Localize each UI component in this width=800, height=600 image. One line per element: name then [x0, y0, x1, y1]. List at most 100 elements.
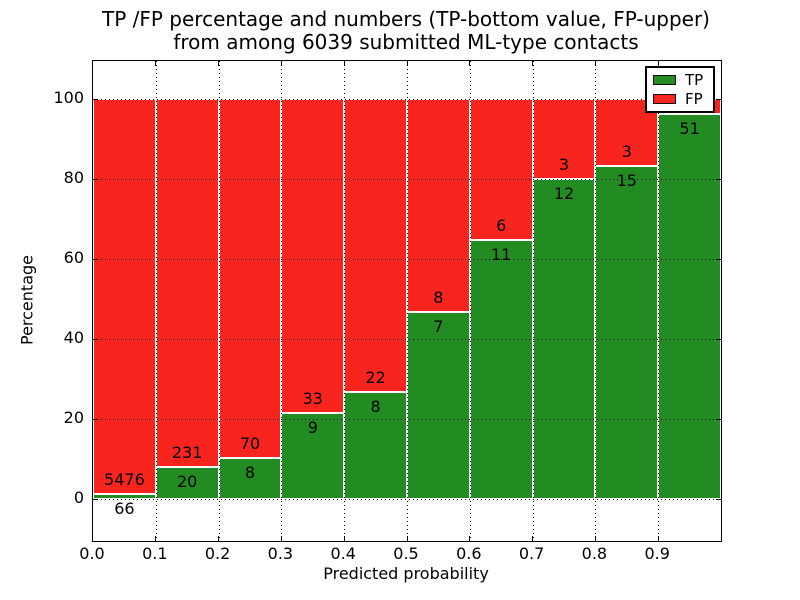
- fp-count-label: 6: [496, 216, 507, 236]
- x-tick-label: 0.5: [393, 544, 419, 563]
- tick-marks-layer: [93, 61, 721, 541]
- y-tick-label: 0: [73, 488, 84, 507]
- y-tick-mark-left: [93, 418, 98, 420]
- y-tick-mark-left: [93, 498, 98, 500]
- tp-color-swatch: [653, 74, 676, 85]
- fp-count-label: 231: [171, 443, 203, 463]
- x-tick-mark-top: [532, 61, 534, 66]
- x-tick-mark-bottom: [343, 536, 345, 541]
- vertical-gridline: [281, 61, 283, 541]
- tp-count-label: 66: [114, 499, 135, 519]
- fp-count-label: 22: [365, 368, 386, 388]
- x-tick-mark-bottom: [594, 536, 596, 541]
- x-tick-label: 0.2: [204, 544, 231, 563]
- x-tick-mark-bottom: [280, 536, 282, 541]
- x-tick-label: 0.6: [456, 544, 482, 563]
- x-tick-mark-top: [343, 61, 345, 66]
- tp-count-label: 51: [679, 118, 700, 138]
- x-tick-mark-top: [280, 61, 282, 66]
- tp-bar-segment: [155, 467, 219, 499]
- vertical-gridline: [155, 61, 157, 541]
- x-tick-mark-top: [594, 61, 596, 66]
- y-tick-mark-right: [716, 178, 721, 180]
- vertical-gridline: [469, 61, 471, 541]
- x-tick-mark-bottom: [532, 536, 534, 541]
- tp-count-label: 11: [491, 245, 512, 265]
- vertical-gridline: [532, 61, 534, 541]
- plot-area: 5476 66 231 20 70 8 33 9 22 8 8 7 6 11 3 12 3 15 51: [92, 60, 722, 542]
- bar-labels-layer: 5476 66 231 20 70 8 33 9 22 8 8 7 6 11 3 12 3 15 51: [93, 61, 721, 541]
- legend: TP FP: [645, 66, 715, 113]
- x-tick-label: 0.0: [79, 544, 105, 563]
- fp-bar-segment: [344, 99, 407, 393]
- legend-label-tp: TP: [685, 70, 704, 89]
- x-tick-mark-top: [657, 61, 659, 66]
- fp-bar-segment: [281, 99, 345, 414]
- y-tick-mark-right: [716, 338, 721, 340]
- fp-count-label: 8: [433, 288, 444, 308]
- fp-count-label: 33: [302, 389, 323, 409]
- y-axis-label: Percentage: [17, 254, 37, 346]
- y-tick-label: 80: [63, 168, 84, 187]
- x-tick-mark-top: [155, 61, 157, 66]
- tp-count-label: 15: [616, 170, 637, 190]
- x-tick-mark-top: [218, 61, 220, 66]
- fp-color-swatch: [653, 94, 676, 105]
- y-tick-mark-left: [93, 258, 98, 260]
- tp-count-label: 12: [553, 184, 575, 203]
- vertical-gridline: [344, 61, 346, 541]
- y-tick-mark-right: [716, 258, 721, 260]
- tp-bar-segment: [469, 240, 533, 499]
- tp-bar-segment: [93, 494, 156, 499]
- grid-layer: [93, 61, 721, 541]
- fp-count-label: 3: [558, 155, 570, 174]
- x-tick-mark-bottom: [657, 536, 659, 541]
- tp-count-label: 8: [370, 397, 381, 417]
- x-tick-mark-top: [469, 61, 471, 66]
- x-tick-mark-bottom: [469, 536, 471, 541]
- x-tick-mark-bottom: [218, 536, 220, 541]
- x-tick-label: 0.7: [518, 544, 545, 563]
- x-tick-label: 0.4: [330, 544, 356, 563]
- chart-title-line2: from among 6039 submitted ML-type contac…: [173, 30, 639, 54]
- tp-bar-segment: [658, 113, 721, 499]
- tp-bar-segment: [344, 392, 407, 499]
- x-axis-label: Predicted probability: [323, 564, 489, 583]
- x-tick-label: 0.1: [142, 544, 168, 563]
- tp-bar-segment: [281, 413, 345, 499]
- vertical-gridline: [407, 61, 408, 541]
- tp-count-label: 9: [307, 418, 318, 438]
- x-tick-label: 0.8: [581, 544, 608, 563]
- y-tick-mark-right: [716, 418, 721, 420]
- vertical-gridline: [595, 61, 597, 541]
- fp-bar-segment: [532, 99, 596, 179]
- x-tick-mark-top: [406, 61, 408, 66]
- legend-item-fp: FP: [653, 91, 713, 107]
- y-tick-label: 60: [63, 248, 84, 267]
- y-tick-mark-left: [93, 98, 98, 100]
- tp-count-label: 8: [244, 462, 256, 482]
- vertical-gridline: [218, 61, 220, 541]
- legend-item-tp: TP: [653, 72, 713, 88]
- fp-bar-segment: [93, 99, 156, 495]
- legend-label-fp: FP: [685, 90, 703, 109]
- y-tick-label: 20: [63, 408, 84, 427]
- chart-title-line1: TP /FP percentage and numbers (TP-bottom…: [102, 7, 710, 31]
- y-tick-mark-right: [716, 498, 721, 500]
- fp-count-label: 3: [621, 141, 632, 161]
- x-tick-label: 0.9: [644, 544, 670, 563]
- bars-layer: [93, 61, 721, 541]
- y-tick-mark-right: [716, 98, 721, 100]
- vertical-gridline: [658, 61, 660, 541]
- fp-bar-segment: [218, 99, 282, 458]
- y-tick-mark-left: [93, 338, 98, 340]
- y-tick-label: 40: [63, 328, 84, 347]
- y-tick-mark-left: [93, 178, 98, 180]
- y-tick-label: 100: [53, 88, 84, 107]
- tp-bar-segment: [407, 312, 470, 499]
- fp-count-label: 70: [239, 433, 261, 453]
- tp-count-label: 20: [177, 472, 198, 492]
- x-tick-mark-bottom: [155, 536, 157, 541]
- tp-bar-segment: [595, 165, 659, 499]
